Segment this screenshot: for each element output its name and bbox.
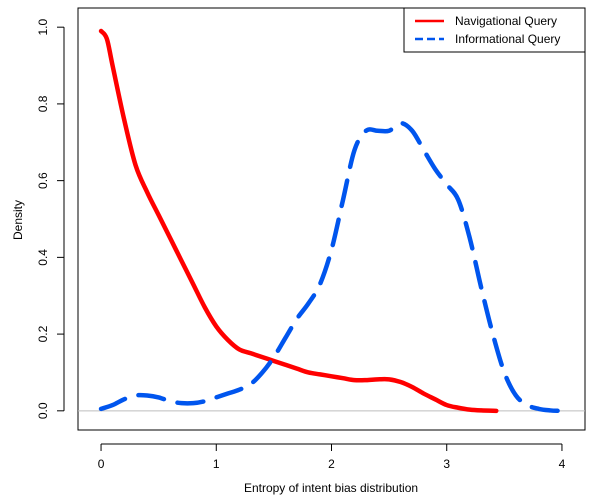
legend-box bbox=[403, 7, 586, 53]
x-tick-label: 2 bbox=[328, 457, 335, 471]
axes: 0 1 2 3 4 0.0 0.2 0.4 0.6 0.8 1.0 bbox=[36, 19, 566, 471]
y-tick-label: 0.8 bbox=[36, 95, 50, 112]
x-axis-title: Entropy of intent bias distribution bbox=[244, 481, 418, 495]
legend: Navigational Query Informational Query bbox=[403, 7, 586, 53]
y-tick-label: 1.0 bbox=[36, 19, 50, 36]
plot-frame bbox=[77, 7, 586, 431]
y-axis-title: Density bbox=[11, 200, 25, 240]
series-lines bbox=[98, 28, 561, 414]
x-tick-label: 3 bbox=[443, 457, 450, 471]
y-tick-label: 0.6 bbox=[36, 172, 50, 189]
series-line-navigational-query bbox=[98, 28, 499, 414]
y-tick-label: 0.2 bbox=[36, 325, 50, 342]
series-line-informational-query bbox=[98, 120, 561, 414]
x-tick-label: 1 bbox=[213, 457, 220, 471]
x-tick-label: 4 bbox=[559, 457, 566, 471]
y-tick-label: 0.4 bbox=[36, 249, 50, 266]
legend-label: Informational Query bbox=[455, 32, 560, 46]
legend-label: Navigational Query bbox=[455, 14, 557, 28]
plot-border bbox=[77, 7, 586, 431]
x-tick-label: 0 bbox=[98, 457, 105, 471]
y-tick-label: 0.0 bbox=[36, 402, 50, 419]
